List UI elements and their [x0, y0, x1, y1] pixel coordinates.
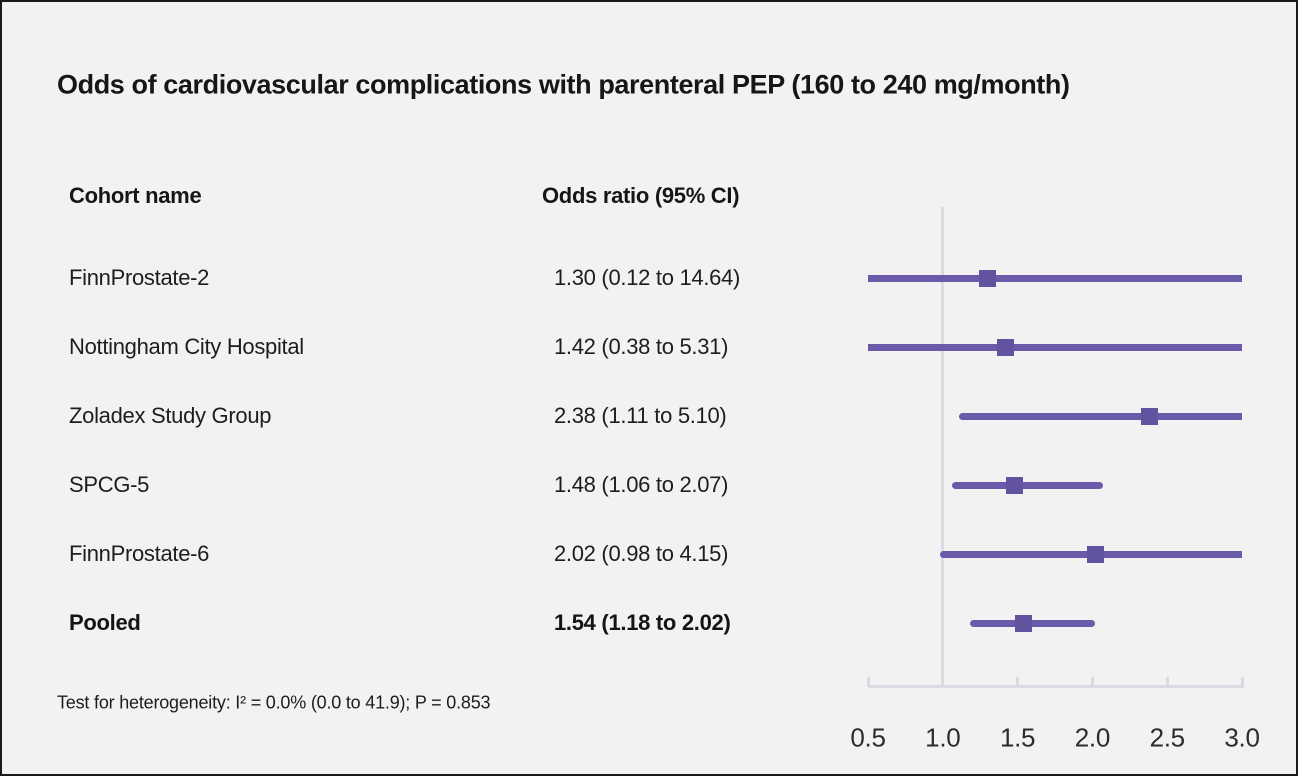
heterogeneity-footnote: Test for heterogeneity: I² = 0.0% (0.0 t… [57, 692, 491, 713]
x-axis-tick [1090, 677, 1094, 687]
x-axis-tick-label: 2.0 [1074, 722, 1111, 753]
x-axis-tick-label: 3.0 [1224, 722, 1260, 753]
x-axis-tick-label: 1.5 [999, 722, 1036, 753]
x-axis-tick [1165, 677, 1169, 687]
cohort-name: FinnProstate-6 [69, 541, 210, 566]
confidence-interval-line [951, 481, 1103, 489]
x-axis-tick-label: 2.5 [1149, 722, 1186, 753]
odds-ratio-marker [1015, 614, 1033, 632]
cohort-name: FinnProstate-2 [69, 265, 210, 290]
confidence-interval-line [868, 343, 1242, 351]
odds-ratio-marker [1140, 407, 1158, 425]
chart-title: Odds of cardiovascular complications wit… [57, 69, 1070, 100]
confidence-interval-line [868, 274, 1242, 282]
confidence-interval-line [969, 619, 1096, 627]
odds-ratio-marker [1006, 476, 1024, 494]
x-axis-tick [866, 677, 870, 687]
cohort-name: Nottingham City Hospital [69, 334, 304, 359]
odds-ratio-value: 1.48 (1.06 to 2.07) [554, 472, 729, 497]
x-axis-tick-label: 0.5 [850, 722, 886, 753]
column-header-cohort: Cohort name [69, 183, 202, 208]
cohort-name: SPCG-5 [69, 472, 150, 497]
odds-ratio-marker [997, 338, 1015, 356]
confidence-interval-line [959, 412, 1242, 420]
odds-ratio-marker [1086, 545, 1104, 563]
odds-ratio-value: 2.38 (1.11 to 5.10) [554, 403, 727, 428]
odds-ratio-marker [979, 269, 997, 287]
odds-ratio-value: 1.30 (0.12 to 14.64) [554, 265, 741, 290]
x-axis-tick [1240, 677, 1244, 687]
odds-ratio-value: 1.42 (0.38 to 5.31) [554, 334, 729, 359]
x-axis-tick-label: 1.0 [925, 722, 961, 753]
x-axis-tick [941, 677, 945, 687]
cohort-name: Zoladex Study Group [69, 403, 272, 428]
x-axis-tick [1016, 677, 1020, 687]
reference-line [941, 207, 945, 688]
odds-ratio-value: 2.02 (0.98 to 4.15) [554, 541, 729, 566]
column-header-odds-ratio: Odds ratio (95% CI) [542, 183, 740, 208]
x-axis-line [868, 685, 1244, 688]
odds-ratio-value: 1.54 (1.18 to 2.02) [554, 610, 731, 635]
cohort-name: Pooled [69, 610, 141, 635]
